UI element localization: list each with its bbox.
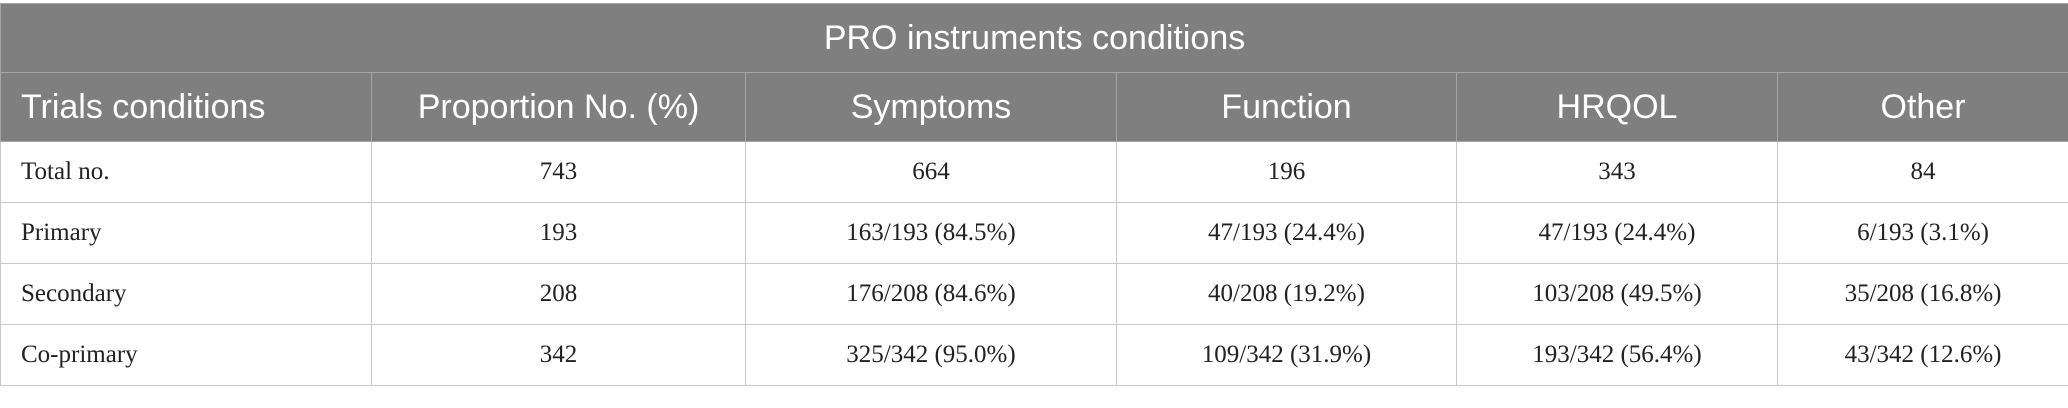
table-cell: 208 <box>372 264 746 325</box>
table-cell: 325/342 (95.0%) <box>746 325 1117 386</box>
table-cell: Primary <box>1 203 372 264</box>
column-header: HRQOL <box>1457 73 1778 142</box>
table-title: PRO instruments conditions <box>1 4 2068 73</box>
table-cell: 47/193 (24.4%) <box>1457 203 1778 264</box>
table-cell: 163/193 (84.5%) <box>746 203 1117 264</box>
column-header: Trials conditions <box>1 73 372 142</box>
column-header: Function <box>1117 73 1457 142</box>
data-table: PRO instruments conditions Trials condit… <box>0 3 2068 386</box>
table-cell: 43/342 (12.6%) <box>1778 325 2068 386</box>
table-cell: 193/342 (56.4%) <box>1457 325 1778 386</box>
table-cell: 743 <box>372 142 746 203</box>
table-cell: 40/208 (19.2%) <box>1117 264 1457 325</box>
table-cell: Secondary <box>1 264 372 325</box>
table-cell: 6/193 (3.1%) <box>1778 203 2068 264</box>
table-cell: 343 <box>1457 142 1778 203</box>
page: PRO instruments conditions Trials condit… <box>0 3 2068 408</box>
title-row: PRO instruments conditions <box>1 4 2068 73</box>
table-cell: 342 <box>372 325 746 386</box>
column-header: Symptoms <box>746 73 1117 142</box>
table-cell: 35/208 (16.8%) <box>1778 264 2068 325</box>
table-cell: Co-primary <box>1 325 372 386</box>
table-cell: 109/342 (31.9%) <box>1117 325 1457 386</box>
column-header: Other <box>1778 73 2068 142</box>
table-cell: 84 <box>1778 142 2068 203</box>
table-cell: 176/208 (84.6%) <box>746 264 1117 325</box>
column-header: Proportion No. (%) <box>372 73 746 142</box>
table-cell: 103/208 (49.5%) <box>1457 264 1778 325</box>
table-cell: 47/193 (24.4%) <box>1117 203 1457 264</box>
table-cell: 196 <box>1117 142 1457 203</box>
table-cell: Total no. <box>1 142 372 203</box>
table-cell: 664 <box>746 142 1117 203</box>
table-cell: 193 <box>372 203 746 264</box>
